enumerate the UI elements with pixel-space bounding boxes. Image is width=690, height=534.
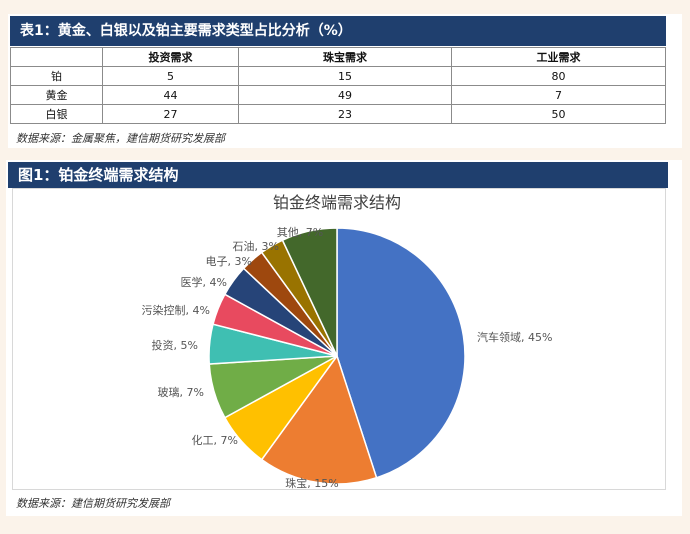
pie-slice-10	[281, 227, 338, 357]
table-title: 表1：黄金、白银以及铂主要需求类型占比分析（%）	[10, 16, 666, 46]
table-row: 白银 27 23 50	[10, 104, 666, 124]
table-header-row: 投资需求 珠宝需求 工业需求	[10, 47, 666, 67]
pie-slice-1	[336, 227, 466, 479]
row-label: 白银	[10, 104, 103, 124]
slice-label: 医学, 4%	[181, 275, 227, 289]
table-source: 数据来源：金属聚焦，建信期货研究发展部	[16, 132, 225, 145]
slice-label: 石油, 3%	[233, 239, 279, 253]
slice-label: 汽车领域, 45%	[477, 330, 552, 344]
figure-source: 数据来源：建信期货研究发展部	[16, 497, 170, 510]
slice-label: 玻璃, 7%	[158, 385, 204, 399]
pie-slice-2	[260, 354, 378, 485]
table-row: 黄金 44 49 7	[10, 85, 666, 105]
chart-title: 铂金终端需求结构	[273, 193, 401, 212]
slice-label: 其他, 7%	[277, 226, 323, 239]
table-cell: 23	[238, 104, 452, 124]
slice-label: 电子, 3%	[206, 255, 252, 268]
table-cell: 50	[451, 104, 666, 124]
slice-label: 污染控制, 4%	[142, 303, 210, 317]
figure-title: 图1：铂金终端需求结构	[8, 162, 668, 188]
header-cell: 工业需求	[451, 47, 666, 67]
demand-table: 投资需求 珠宝需求 工业需求 铂 5 15 80 黄金 44 49 7 白银 2…	[10, 47, 666, 124]
slice-label: 珠宝, 15%	[285, 476, 338, 490]
slice-label: 化工, 7%	[192, 433, 238, 447]
slice-label: 投资, 5%	[152, 338, 198, 352]
